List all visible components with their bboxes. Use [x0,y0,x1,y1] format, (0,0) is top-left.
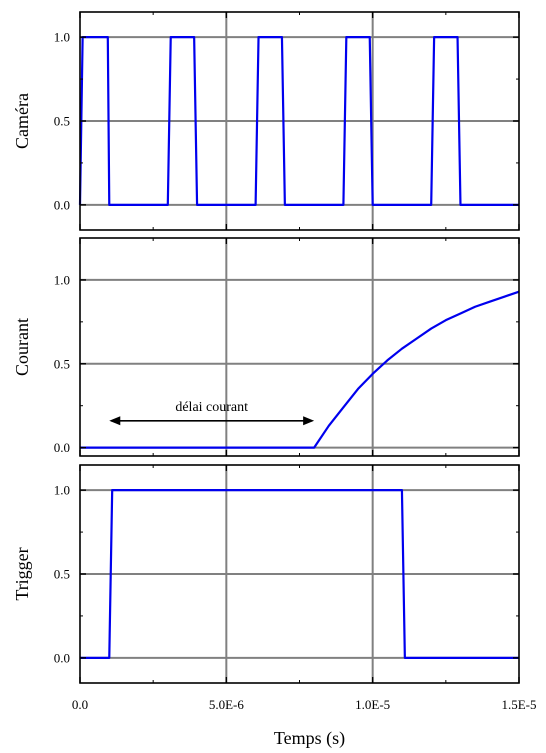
panel-3: 0.0 0.5 1.0 Trigger [12,464,520,684]
y-tick-label: 1.0 [54,483,70,498]
y-tick-label: 0.5 [54,356,70,371]
series-line [80,290,520,449]
x-tick-label: 1.5E-5 [501,697,536,712]
arrow-head-left [109,416,121,426]
panel-2: 0.0 0.5 1.0 Courant délai courant [12,237,520,457]
y-axis-title: Caméra [12,93,32,149]
x-tick-label: 1.0E-5 [355,697,390,712]
y-axis-title: Trigger [12,547,32,600]
x-tick-label: 0.0 [72,697,88,712]
x-axis-title: Temps (s) [274,728,345,749]
plot-frame [79,237,520,457]
y-tick-label: 1.0 [54,272,70,287]
y-tick-label: 0.0 [54,197,70,212]
series-line [78,36,519,206]
series-line [80,489,519,659]
y-tick-label: 1.0 [54,30,70,45]
y-tick-label: 0.0 [54,440,70,455]
y-axis-title: Courant [12,318,32,376]
panel-1: 0.0 0.5 1.0 Caméra [12,11,520,231]
y-tick-label: 0.5 [54,567,70,582]
delay-annotation-label: délai courant [175,400,248,415]
arrow-head-right [303,416,315,426]
delay-annotation: délai courant [109,400,315,426]
y-tick-label: 0.5 [54,114,70,129]
x-tick-label: 5.0E-6 [209,697,245,712]
y-tick-label: 0.0 [54,650,70,665]
